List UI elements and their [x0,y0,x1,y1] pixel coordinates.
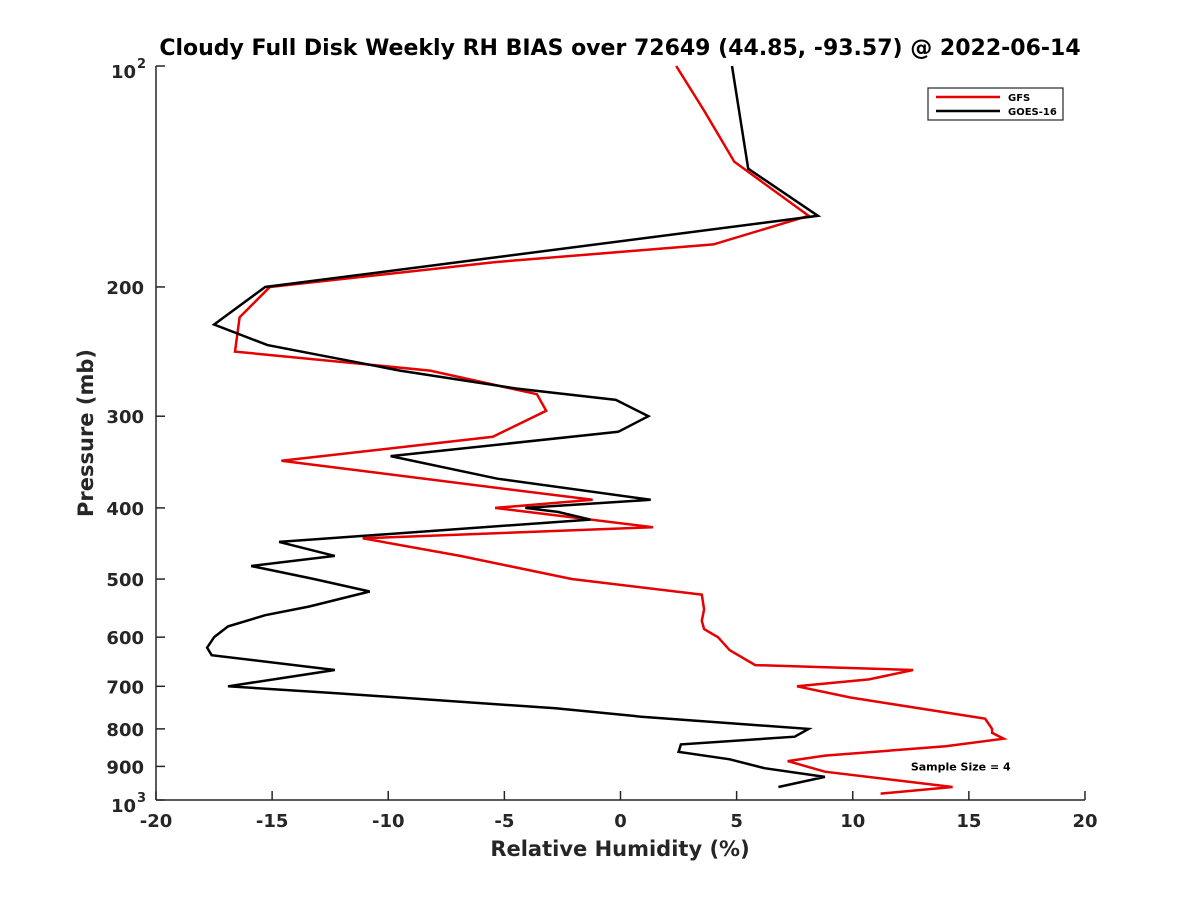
series-line-gfs [233,65,1008,795]
x-tick-label: -15 [256,811,289,832]
x-axis-label: Relative Humidity (%) [490,837,749,861]
x-axis-ticks: -20 -15 -10 -5 0 5 10 15 20 [140,791,1098,832]
x-tick-label: -10 [372,811,405,832]
x-tick-label: 20 [1072,811,1097,832]
x-tick-label: 0 [614,811,627,832]
y-tick-label: 400 [106,499,144,520]
chart-title: Cloudy Full Disk Weekly RH BIAS over 726… [159,36,1080,61]
y-tick-label: 300 [106,407,144,428]
y-tick-label: 500 [106,570,144,591]
y-tick-label: 700 [106,677,144,698]
legend-entry-gfs: GFS [1008,93,1030,104]
series-group [205,65,1008,795]
y-tick-label: 800 [106,720,144,741]
x-tick-label: 10 [840,811,865,832]
x-tick-label: 5 [730,811,743,832]
sample-size-annotation: Sample Size = 4 [911,760,1011,773]
legend-box [927,87,1064,121]
y-tick-label: 10 [111,796,136,817]
series-line-goes16 [205,65,826,789]
y-tick-label: 900 [106,757,144,778]
x-tick-label: 15 [956,811,981,832]
x-tick-label: -20 [140,811,173,832]
y-axis-label: Pressure (mb) [74,349,98,517]
x-tick-label: -5 [494,811,514,832]
y-tick-label: 600 [106,628,144,649]
y-tick-exponent: 3 [137,791,146,806]
y-tick-label: 10 [111,62,136,83]
legend-entry-goes16: GOES-16 [1008,107,1057,118]
y-tick-label: 200 [106,278,144,299]
y-tick-exponent: 2 [137,57,146,72]
legend: GFS GOES-16 [927,87,1064,121]
